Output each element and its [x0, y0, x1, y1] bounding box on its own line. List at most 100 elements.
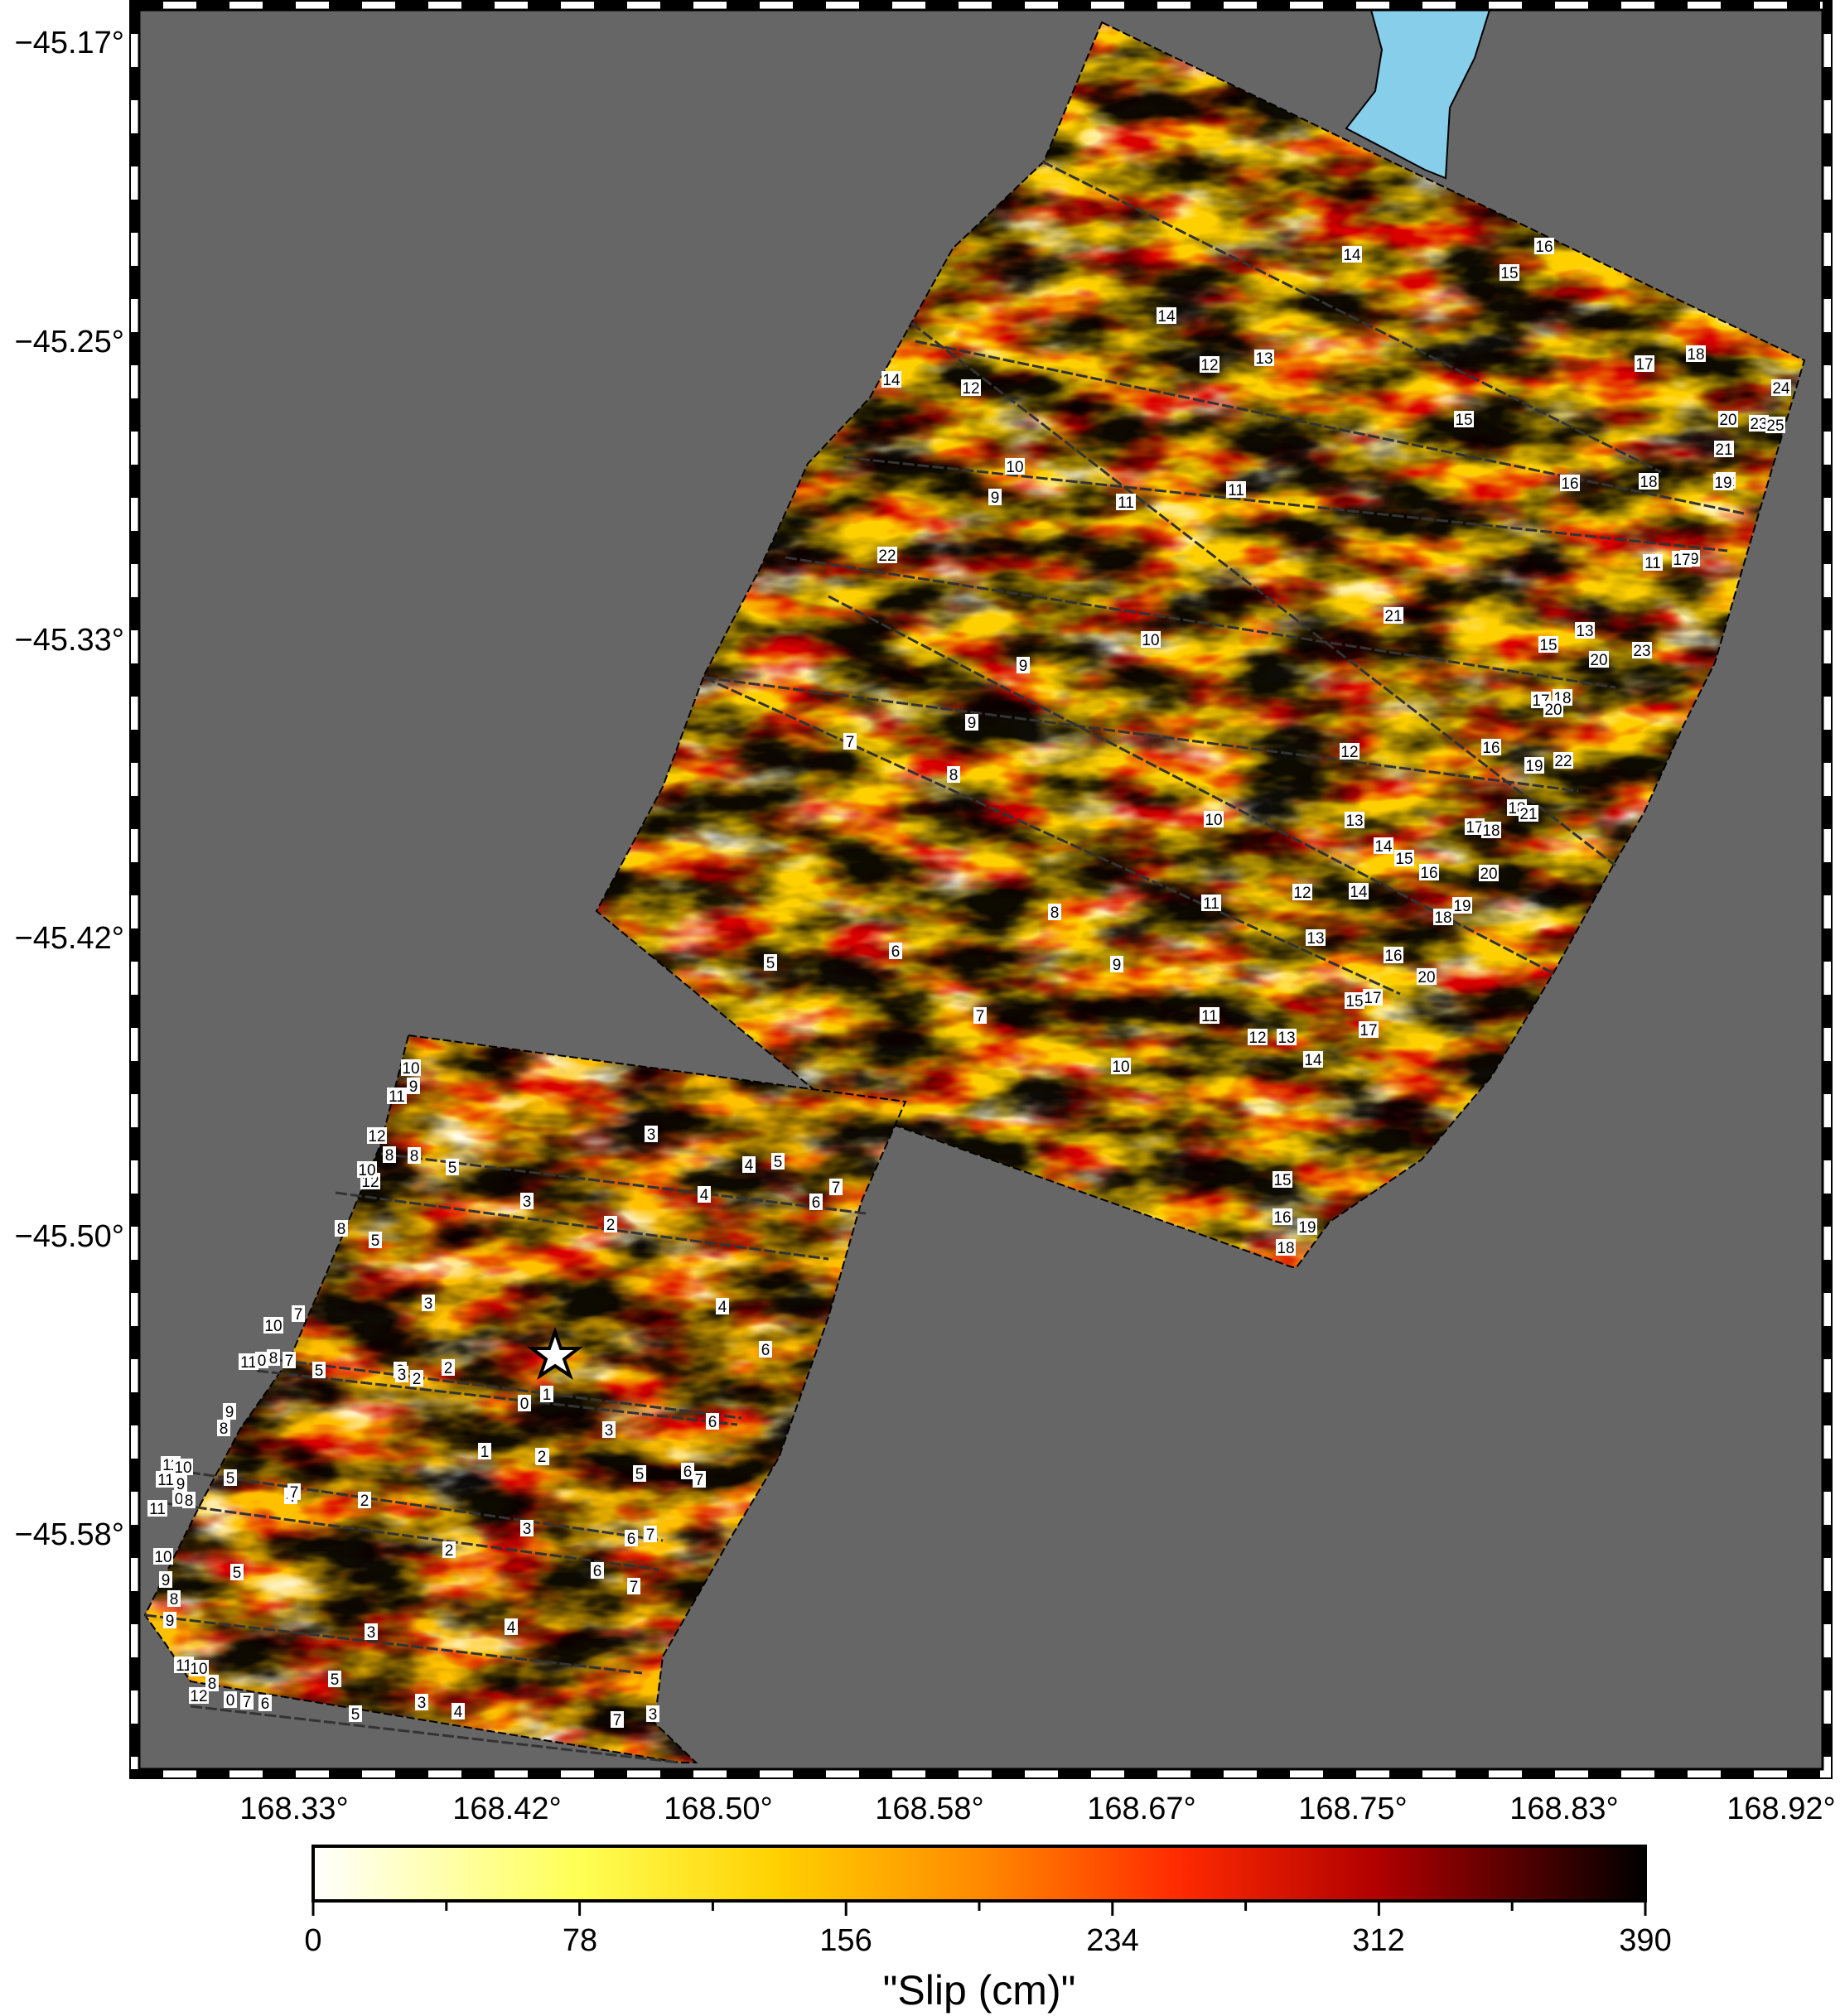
contour-label: 12	[1340, 744, 1358, 761]
contour-label-bg	[1632, 642, 1652, 658]
contour-label: 5	[315, 1362, 324, 1380]
contour-label: 15	[1273, 1172, 1291, 1189]
contour-label-bg	[410, 1370, 423, 1387]
contour-label: 16	[1273, 1209, 1291, 1227]
frame-tick	[395, 1769, 428, 1778]
contour-label-bg	[1553, 752, 1573, 769]
contour-label-bg	[1419, 864, 1439, 880]
contour-label-bg	[604, 1216, 617, 1232]
contour-label-bg	[1519, 805, 1538, 822]
contour-label: 16	[1535, 239, 1553, 256]
contour-label: 16	[1384, 948, 1402, 965]
frame-tick	[130, 531, 139, 564]
frame-tick	[859, 1769, 892, 1778]
contour-label-bg	[478, 1443, 491, 1459]
contour-label-bg	[877, 547, 897, 563]
contour-label: 7	[976, 1008, 985, 1025]
frame-tick	[1823, 1459, 1832, 1492]
frame-tick	[1823, 67, 1832, 100]
contour-label-bg	[1713, 474, 1733, 490]
contour-label-bg	[1374, 837, 1393, 854]
contour-label: 19	[1453, 898, 1471, 915]
contour-label: 0	[226, 1692, 235, 1710]
frame-tick	[594, 1, 627, 10]
x-tick-label: 168.92°	[1727, 1792, 1835, 1826]
contour-label-bg	[167, 1590, 181, 1607]
contour-label: 23	[1750, 416, 1767, 433]
contour-label: 15	[1539, 637, 1557, 654]
colorbar-tick-label: 312	[1352, 1923, 1404, 1958]
contour-label-bg	[255, 1352, 268, 1368]
contour-label: 11	[1201, 1008, 1218, 1025]
contour-label: 10	[264, 1318, 282, 1335]
contour-label-bg	[1292, 884, 1312, 900]
contour-label: 9	[162, 1572, 171, 1589]
frame-tick	[130, 597, 139, 630]
contour-label: 8	[337, 1221, 346, 1238]
contour-label: 0	[520, 1396, 529, 1413]
subfault-boundaries-south	[144, 1152, 867, 1764]
frame-tick	[130, 1657, 139, 1690]
frame-tick	[992, 1, 1025, 10]
contour-label-bg	[1345, 812, 1364, 828]
contour-label: 24	[1772, 380, 1790, 398]
frame-tick	[130, 200, 139, 233]
contour-label-bg	[1277, 1029, 1297, 1045]
frame-tick	[461, 1769, 495, 1778]
contour-label: 18	[1640, 474, 1657, 491]
contour-label-bg	[520, 1520, 534, 1536]
contour-label: 11	[149, 1501, 166, 1518]
contour-label: 6	[593, 1563, 602, 1580]
frame-tick	[130, 1724, 139, 1757]
contour-label: 11	[240, 1354, 257, 1372]
contour-label-bg	[742, 1156, 756, 1173]
frame-tick	[1588, 1, 1621, 10]
contour-label: 19	[1525, 758, 1543, 775]
contour-label: 12	[190, 1688, 207, 1705]
colorbar: 0 78 156 234 312 390 "Slip (cm)"	[304, 1845, 1672, 2014]
contour-label: 3	[424, 1295, 433, 1313]
contour-label: 5	[226, 1470, 235, 1488]
frame-tick	[1823, 531, 1832, 564]
contour-label: 2	[538, 1449, 547, 1466]
contour-label-bg	[1639, 473, 1659, 490]
frame-tick	[1124, 1769, 1157, 1778]
frame-tick	[1787, 1, 1820, 10]
frame-tick	[1823, 1260, 1832, 1293]
contour-label-bg	[367, 1127, 387, 1144]
contour-label-bg	[1765, 417, 1785, 433]
contour-label: 18	[1482, 822, 1500, 840]
contour-label: 6	[261, 1695, 270, 1713]
contour-label: 20	[1480, 866, 1497, 883]
frame-tick	[1522, 1769, 1555, 1778]
contour-label: 5	[635, 1466, 645, 1483]
contour-label-bg	[217, 1420, 230, 1436]
contour-label: 5	[331, 1671, 340, 1689]
contour-label-bg	[1303, 1051, 1323, 1068]
contour-label: 11	[1118, 494, 1134, 512]
contour-label: 3	[649, 1706, 658, 1724]
contour-label: 10	[190, 1661, 207, 1678]
contour-label-bg	[1635, 355, 1654, 372]
frame-tick	[130, 1, 139, 34]
contour-label-bg	[1560, 475, 1580, 491]
frame-tick	[793, 1, 826, 10]
contour-label: 1	[481, 1444, 490, 1461]
contour-label: 4	[507, 1619, 516, 1637]
colorbar-tick-label: 390	[1619, 1923, 1671, 1958]
contour-label: 6	[708, 1414, 717, 1431]
contour-label-bg	[442, 1359, 455, 1376]
contour-label: 8	[208, 1676, 217, 1693]
epicenter-star-icon	[527, 1326, 583, 1380]
contour-label: 8	[410, 1148, 419, 1165]
contour-label-bg	[1417, 968, 1437, 985]
frame-tick	[130, 1525, 139, 1558]
contour-label: 13	[1345, 813, 1363, 830]
frame-tick	[1823, 1724, 1832, 1757]
contour-label-bg	[1359, 1021, 1379, 1038]
contour-label: 1	[543, 1387, 552, 1404]
contour-label-bg	[764, 954, 777, 971]
contour-label: 2	[360, 1493, 369, 1510]
contour-label-bg	[239, 1353, 258, 1370]
